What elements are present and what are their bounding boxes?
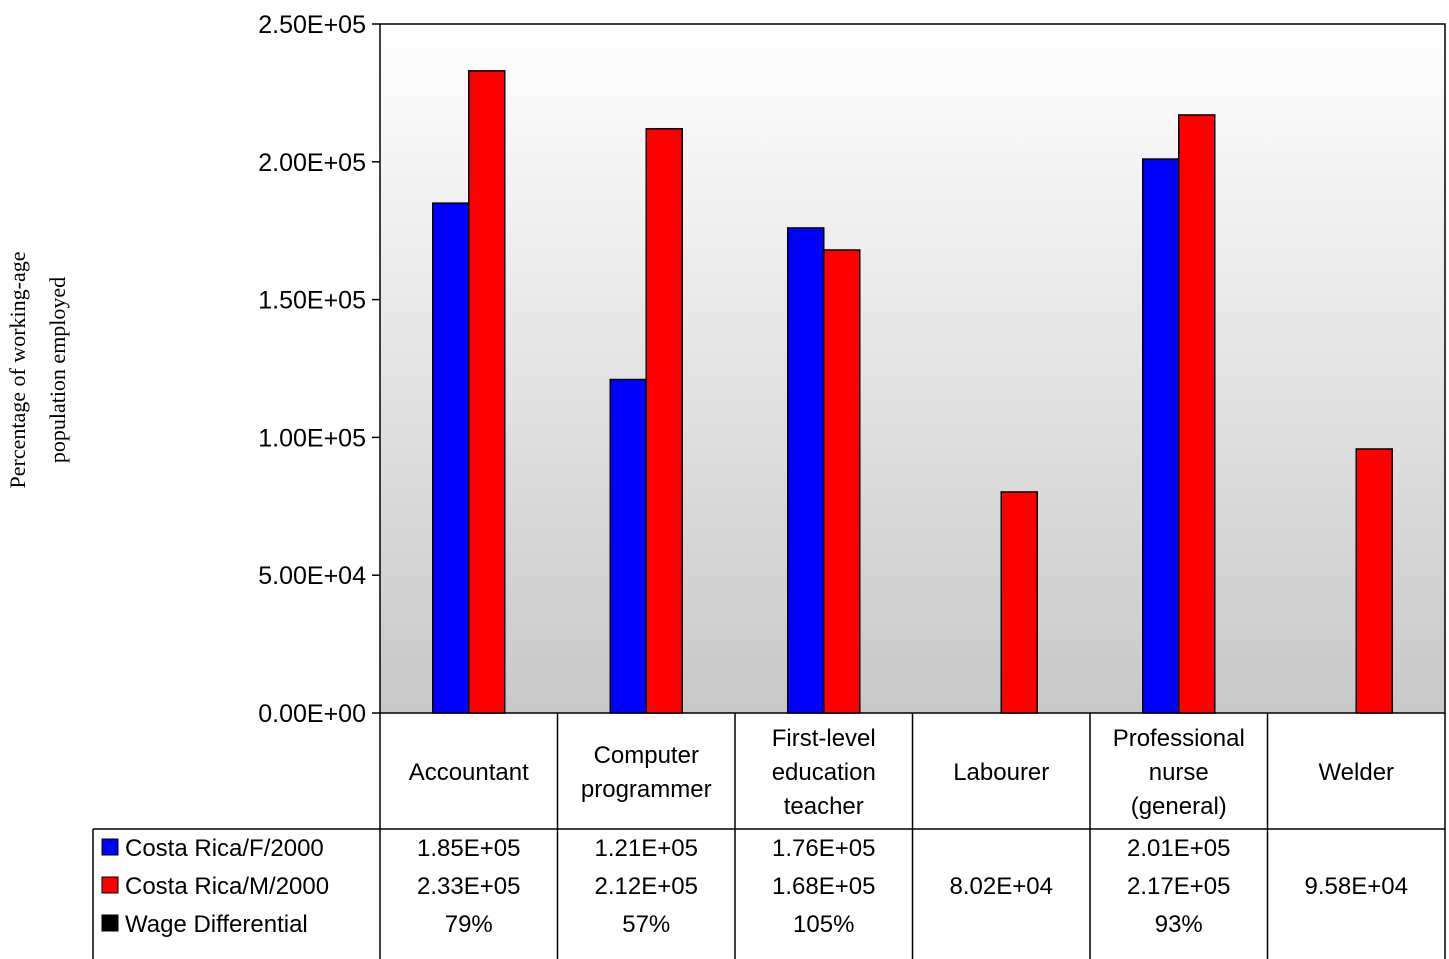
data-label-0-0: 1.85E+05 bbox=[417, 835, 520, 862]
data-table: Accountant Computer programmer First-level e… bbox=[92, 713, 1446, 959]
y-axis: 0.00E+00 5.00E+04 1.00E+05 1.50E+05 2.00E+05… bbox=[258, 11, 380, 728]
plot-area bbox=[379, 23, 1446, 714]
data-label-2-0: 79% bbox=[445, 911, 493, 938]
legend-key-1 bbox=[101, 876, 119, 894]
data-label-1-4: 2.17E+05 bbox=[1127, 873, 1230, 900]
legend-label-2: Wage Differential bbox=[125, 911, 308, 938]
y-tick-label-4: 2.00E+05 bbox=[258, 149, 366, 177]
category-label-4-1: nurse bbox=[1149, 759, 1209, 786]
bars bbox=[432, 70, 1393, 714]
bar-f-4 bbox=[1142, 158, 1180, 714]
y-tick-label-2: 1.00E+05 bbox=[258, 424, 366, 452]
bar-m-1 bbox=[645, 127, 683, 714]
data-label-1-2: 1.68E+05 bbox=[772, 873, 875, 900]
legend-label-0: Costa Rica/F/2000 bbox=[125, 835, 324, 862]
y-tick-label-5: 2.50E+05 bbox=[258, 11, 366, 39]
category-label-0-0: Accountant bbox=[409, 759, 529, 786]
category-label-1-1: programmer bbox=[581, 776, 712, 803]
y-tick-label-0: 0.00E+00 bbox=[258, 700, 366, 728]
y-axis-title-line-0: Percentage of working-age bbox=[5, 251, 30, 488]
data-label-2-2: 105% bbox=[793, 911, 854, 938]
bar-f-0 bbox=[432, 202, 470, 714]
data-label-1-0: 2.33E+05 bbox=[417, 873, 520, 900]
bar-f-2 bbox=[787, 227, 825, 714]
bar-m-3 bbox=[1000, 491, 1038, 714]
legend-key-0 bbox=[101, 838, 119, 856]
y-tick-label-1: 5.00E+04 bbox=[258, 562, 366, 590]
category-label-2-0: First-level bbox=[772, 725, 876, 752]
data-label-1-5: 9.58E+04 bbox=[1305, 873, 1408, 900]
legend-key-2 bbox=[101, 914, 119, 932]
bar-m-0 bbox=[468, 70, 506, 714]
data-label-2-4: 93% bbox=[1155, 911, 1203, 938]
bar-m-2 bbox=[823, 249, 861, 714]
legend-label-1: Costa Rica/M/2000 bbox=[125, 873, 329, 900]
category-label-2-1: education bbox=[772, 759, 876, 786]
y-axis-title: Percentage of working-age population empl… bbox=[5, 251, 70, 488]
bar-m-5 bbox=[1355, 448, 1393, 714]
category-label-2-2: teacher bbox=[784, 793, 864, 820]
category-label-4-0: Professional bbox=[1113, 725, 1245, 752]
data-label-2-1: 57% bbox=[622, 911, 670, 938]
category-label-3-0: Labourer bbox=[953, 759, 1049, 786]
category-label-4-2: (general) bbox=[1131, 793, 1227, 820]
y-tick-label-3: 1.50E+05 bbox=[258, 287, 366, 315]
data-label-0-2: 1.76E+05 bbox=[772, 835, 875, 862]
data-label-1-1: 2.12E+05 bbox=[595, 873, 698, 900]
data-label-0-4: 2.01E+05 bbox=[1127, 835, 1230, 862]
bar-f-1 bbox=[609, 378, 647, 714]
data-label-1-3: 8.02E+04 bbox=[950, 873, 1053, 900]
category-label-5-0: Welder bbox=[1318, 759, 1394, 786]
bar-m-4 bbox=[1178, 114, 1216, 714]
category-label-1-0: Computer bbox=[594, 742, 699, 769]
data-label-0-1: 1.21E+05 bbox=[595, 835, 698, 862]
y-axis-title-line-1: population employed bbox=[45, 277, 70, 463]
